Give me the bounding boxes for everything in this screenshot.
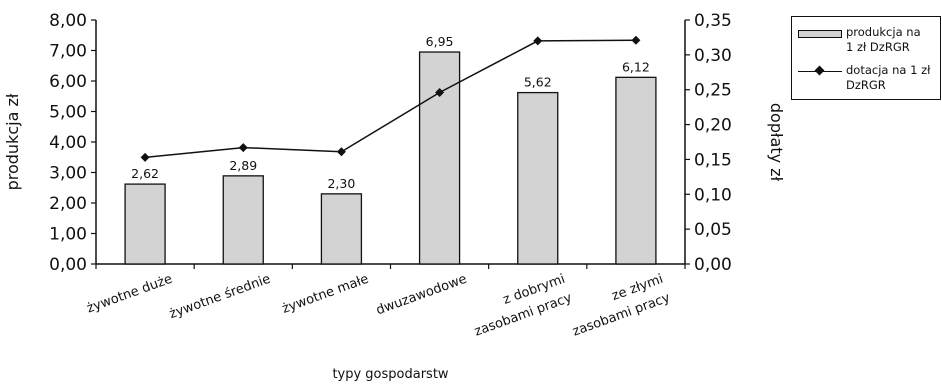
y-tick-label-left: 7,00 xyxy=(49,42,87,62)
line-marker xyxy=(238,143,248,153)
x-tick-label-line: żywotne średnie xyxy=(167,272,272,323)
legend-label-subsidy: dotacja na 1 zł DzRGR xyxy=(846,63,931,92)
y-tick-label-right: 0,10 xyxy=(694,185,732,205)
y-axis-title-left: produkcja zł xyxy=(3,93,22,190)
y-tick-label-left: 4,00 xyxy=(49,133,87,153)
y-tick-label-left: 1,00 xyxy=(49,225,87,245)
bar xyxy=(517,91,559,265)
line-marker xyxy=(435,88,445,98)
x-tick-label-line: żywotne małe xyxy=(280,272,371,317)
x-tick-label: z dobrymizasobami pracy xyxy=(466,272,575,340)
x-tick-label: żywotne średnie xyxy=(167,272,272,323)
y-tick-label-right: 0,15 xyxy=(694,150,732,170)
bar-data-label: 6,12 xyxy=(622,59,650,74)
legend-label-production: produkcja na 1 zł DzRGR xyxy=(846,25,921,54)
bar xyxy=(615,76,657,265)
subsidy-line xyxy=(145,39,636,159)
x-tick-label-line: żywotne duże xyxy=(85,272,175,317)
x-tick-label: dwuzawodowe xyxy=(374,272,469,319)
chart-legend: produkcja na 1 zł DzRGR dotacja na 1 zł … xyxy=(791,16,941,100)
bar-data-label: 2,30 xyxy=(327,176,355,191)
bar-data-label: 2,89 xyxy=(229,158,257,173)
bar-data-label: 2,62 xyxy=(131,166,159,181)
y-tick-label-left: 3,00 xyxy=(49,164,87,184)
line-marker xyxy=(631,35,641,45)
y-tick-label-left: 2,00 xyxy=(49,194,87,214)
bar xyxy=(320,193,363,265)
legend-marker-swatch xyxy=(814,65,825,76)
y-tick-label-left: 6,00 xyxy=(49,72,87,92)
y-tick-label-right: 0,20 xyxy=(694,116,732,136)
line-marker xyxy=(140,152,150,162)
legend-bar-swatch xyxy=(798,30,842,38)
bar xyxy=(124,183,166,265)
x-tick-label-line: dwuzawodowe xyxy=(374,272,469,319)
x-tick-label: żywotne małe xyxy=(280,272,371,317)
y-tick-label-right: 0,25 xyxy=(694,81,732,101)
y-tick-label-left: 8,00 xyxy=(49,11,87,31)
bar xyxy=(222,175,264,265)
line-marker xyxy=(336,147,346,157)
y-tick-label-right: 0,00 xyxy=(694,255,732,275)
bar-data-label: 6,95 xyxy=(426,34,454,49)
x-tick-label: ze złymizasobami pracy xyxy=(564,272,673,340)
y-axis-title-right: dopłaty zł xyxy=(767,103,786,182)
bar xyxy=(418,51,461,265)
x-tick-label: żywotne duże xyxy=(85,272,175,317)
x-axis-title: typy gospodarstw xyxy=(332,367,448,382)
bar-data-label: 5,62 xyxy=(524,75,552,90)
y-tick-label-right: 0,35 xyxy=(694,11,732,31)
y-tick-label-right: 0,30 xyxy=(694,46,732,66)
y-tick-label-left: 0,00 xyxy=(49,255,87,275)
line-marker xyxy=(533,36,543,46)
y-tick-label-left: 5,00 xyxy=(49,103,87,123)
y-tick-label-right: 0,05 xyxy=(694,220,732,240)
